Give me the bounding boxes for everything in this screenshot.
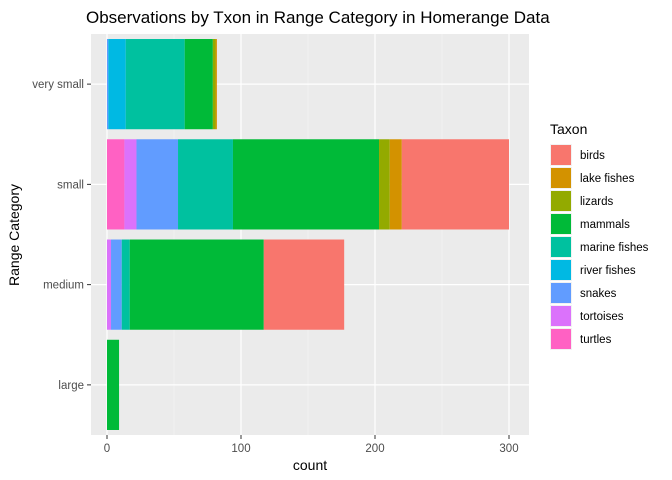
bar-small-lizards [379,139,390,230]
legend-label: turtles [580,334,612,346]
bar-medium-birds [263,239,345,330]
legend-label: lake fishes [580,173,635,185]
legend-swatch-turtles [551,329,571,349]
x-axis-title: count [293,457,327,473]
x-tick-label: 100 [231,443,250,455]
legend-swatch-snakes [551,283,571,303]
bar-small-turtles [107,139,125,230]
bar-very-small-snakes [107,39,109,130]
legend-swatch-mammals [551,214,571,234]
legend-label: snakes [580,288,617,300]
y-tick-label: large [58,380,84,392]
bar-very-small-river-fishes [108,39,126,130]
legend-label: mammals [580,219,630,231]
legend-swatch-tortoises [551,306,571,326]
legend-label: lizards [580,196,613,208]
legend-swatch-river-fishes [551,260,571,280]
bar-medium-mammals [129,239,264,330]
legend-swatch-lizards [551,191,571,211]
bar-medium-tortoises [107,239,112,330]
legend-label: tortoises [580,311,624,323]
legend-label: birds [580,150,605,162]
bar-very-small-lizards [212,39,216,130]
x-tick-label: 300 [499,443,518,455]
y-axis: large medium small very small [32,79,91,392]
chart-title: Observations by Txon in Range Category i… [86,8,550,27]
legend-title: Taxon [550,121,587,137]
legend-swatch-birds [551,145,571,165]
y-tick-label: medium [43,280,84,292]
bar-large-mammals [107,339,120,430]
bar-small-lake-fishes [389,139,402,230]
bar-small-mammals [232,139,380,230]
bar-very-small-lake-fishes [215,39,217,130]
y-axis-title: Range Category [6,184,22,286]
legend-label: marine fishes [580,242,649,254]
legend: Taxon birds lake fishes lizards mammals mari… [550,121,649,350]
legend-swatch-marine-fishes [551,237,571,257]
bar-small-snakes [136,139,179,230]
bar-small-tortoises [124,139,137,230]
x-axis: 0 100 200 300 [104,435,519,455]
legend-swatch-lake-fishes [551,168,571,188]
bar-very-small-mammals [184,39,213,130]
bar-small-birds [401,139,509,230]
bar-medium-snakes [111,239,122,330]
bar-medium-marine-fishes [121,239,130,330]
legend-label: river fishes [580,265,636,277]
bars [107,39,509,430]
y-tick-label: small [57,179,84,191]
bar-small-marine-fishes [178,139,233,230]
x-tick-label: 0 [104,443,110,455]
y-tick-label: very small [32,79,84,91]
bar-very-small-marine-fishes [125,39,185,130]
x-tick-label: 200 [365,443,384,455]
